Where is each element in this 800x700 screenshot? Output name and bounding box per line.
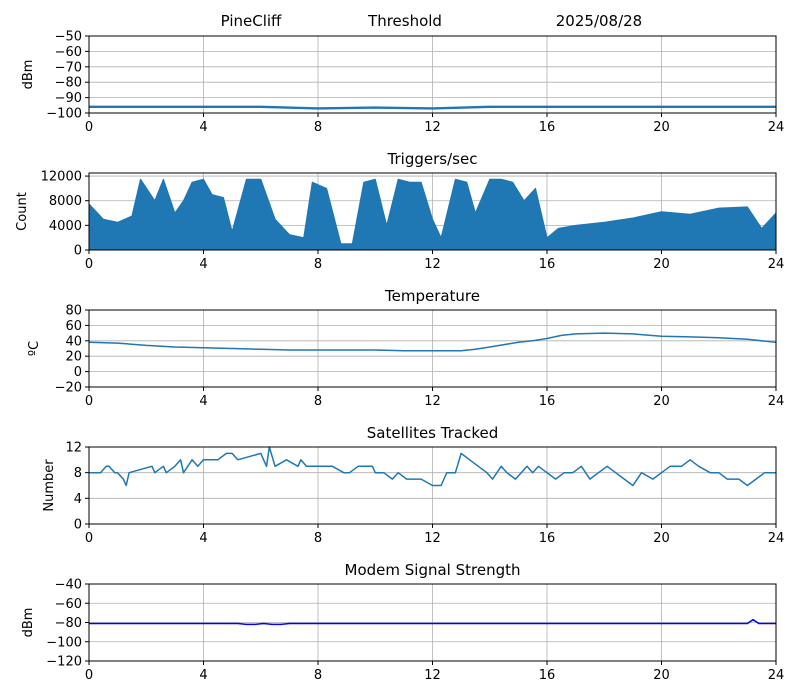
panel-4: 0 4 8 12 16 20 24 −40 −60 −80 −100 −120 Modem Signal… xyxy=(21,561,784,683)
y-tick-label: −20 xyxy=(55,381,82,396)
series-area-0 xyxy=(88,178,777,251)
y-tick-label: −80 xyxy=(55,76,82,91)
x-tick-label: 20 xyxy=(653,531,670,546)
x-tick-label: 4 xyxy=(199,531,207,546)
panel-title: Satellites Tracked xyxy=(367,424,498,442)
station-name: PineCliff xyxy=(221,12,282,30)
panel-title: Modem Signal Strength xyxy=(345,561,521,579)
header: PineCliff Threshold 2025/08/28 xyxy=(221,12,643,30)
y-tick-label: 40 xyxy=(65,334,82,349)
panel-title: Triggers/sec xyxy=(387,150,478,168)
y-axis-label: Number xyxy=(42,459,57,512)
x-tick-label: 8 xyxy=(314,120,322,135)
x-tick-label: 16 xyxy=(539,668,556,683)
y-tick-label: −60 xyxy=(55,45,82,60)
y-tick-label: −50 xyxy=(55,30,82,45)
y-tick-label: 8000 xyxy=(49,194,82,209)
x-tick-label: 12 xyxy=(424,668,441,683)
x-tick-label: 12 xyxy=(424,120,441,135)
y-tick-label: 60 xyxy=(65,319,82,334)
x-tick-label: 24 xyxy=(768,257,785,272)
x-tick-label: 4 xyxy=(199,668,207,683)
y-tick-label: 4000 xyxy=(49,219,82,234)
x-tick-label: 12 xyxy=(424,257,441,272)
x-tick-label: 4 xyxy=(199,394,207,409)
x-tick-label: 0 xyxy=(85,668,93,683)
x-tick-label: 8 xyxy=(314,668,322,683)
y-tick-label: −100 xyxy=(46,635,82,650)
panel-0: 0 4 8 12 16 20 24 −50−60−70−80−90−100 dBm xyxy=(21,30,784,136)
x-tick-label: 16 xyxy=(539,257,556,272)
series-line-0 xyxy=(89,446,776,487)
y-tick-label: −40 xyxy=(55,578,82,593)
y-tick-label: 80 xyxy=(65,304,82,319)
x-tick-label: 8 xyxy=(314,394,322,409)
y-tick-label: 12000 xyxy=(41,170,82,185)
x-tick-label: 4 xyxy=(199,257,207,272)
x-tick-label: 0 xyxy=(85,394,93,409)
x-tick-label: 16 xyxy=(539,531,556,546)
x-tick-label: 8 xyxy=(314,531,322,546)
y-tick-label: −90 xyxy=(55,91,82,106)
x-tick-label: 0 xyxy=(85,531,93,546)
x-tick-label: 4 xyxy=(199,120,207,135)
y-tick-label: −70 xyxy=(55,60,82,75)
x-tick-label: 0 xyxy=(85,257,93,272)
x-tick-label: 24 xyxy=(768,668,785,683)
x-tick-label: 24 xyxy=(768,120,785,135)
x-tick-label: 20 xyxy=(653,394,670,409)
y-tick-label: 0 xyxy=(74,244,82,259)
y-tick-label: −80 xyxy=(55,616,82,631)
y-tick-label: 20 xyxy=(65,350,82,365)
y-tick-label: −120 xyxy=(46,655,82,670)
series-line-0 xyxy=(89,618,776,626)
x-tick-label: 20 xyxy=(653,668,670,683)
y-tick-label: 4 xyxy=(74,492,82,507)
y-axis-label: ºC xyxy=(27,341,42,356)
y-tick-label: −100 xyxy=(46,107,82,122)
y-tick-label: 12 xyxy=(65,441,82,456)
x-tick-label: 20 xyxy=(653,257,670,272)
x-tick-label: 16 xyxy=(539,120,556,135)
x-tick-label: 12 xyxy=(424,531,441,546)
y-tick-label: 0 xyxy=(74,518,82,533)
x-tick-label: 0 xyxy=(85,120,93,135)
x-tick-label: 24 xyxy=(768,531,785,546)
panel-3: 0 4 8 12 16 20 24 0 4 8 12 Satellites Tracked Number xyxy=(42,424,784,546)
x-tick-label: 20 xyxy=(653,120,670,135)
y-axis-label: dBm xyxy=(21,608,36,638)
x-tick-label: 8 xyxy=(314,257,322,272)
x-tick-label: 12 xyxy=(424,394,441,409)
y-tick-label: 8 xyxy=(74,466,82,481)
series-line-0 xyxy=(89,105,776,110)
panel-1: 0 4 8 12 16 20 24 0 4000 8000 12000 Triggers/sec Cou… xyxy=(15,150,784,272)
y-axis-label: Count xyxy=(15,192,30,231)
x-tick-label: 24 xyxy=(768,394,785,409)
mode-label: Threshold xyxy=(367,12,442,30)
panel-title: Temperature xyxy=(384,287,480,305)
y-tick-label: −60 xyxy=(55,597,82,612)
x-tick-label: 16 xyxy=(539,394,556,409)
y-axis-label: dBm xyxy=(21,60,36,90)
date-label: 2025/08/28 xyxy=(556,12,642,30)
series-line-0 xyxy=(88,332,777,352)
y-tick-label: 0 xyxy=(74,365,82,380)
